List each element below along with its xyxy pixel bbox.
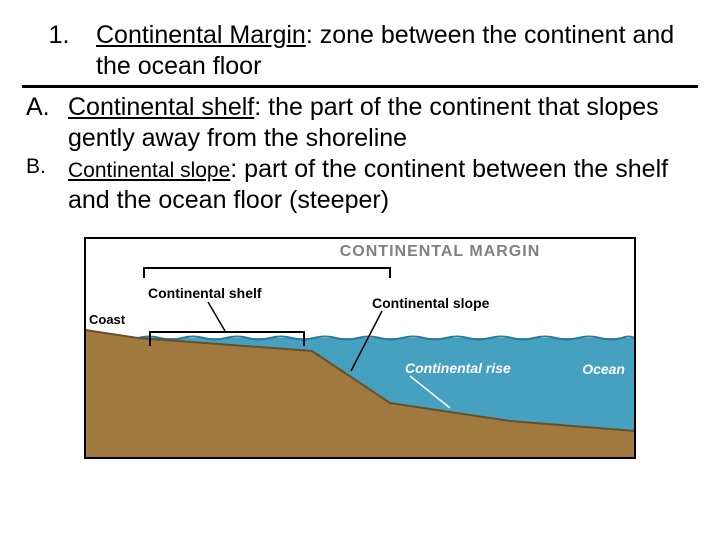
svg-text:Continental shelf: Continental shelf (148, 285, 262, 301)
item-b-body: Continental slope: part of the continent… (68, 154, 698, 217)
svg-text:CONTINENTAL MARGIN: CONTINENTAL MARGIN (340, 243, 541, 260)
diagram-svg: CONTINENTAL MARGIN Continental shelf Conti… (80, 233, 640, 463)
item-a-body: Continental shelf: the part of the conti… (68, 92, 698, 155)
item-1-number: 1. (22, 20, 96, 83)
svg-text:Continental rise: Continental rise (405, 360, 511, 376)
item-b-term: Continental slope (68, 159, 230, 182)
svg-text:Coast: Coast (89, 312, 126, 327)
item-b: B. Continental slope: part of the contin… (22, 154, 698, 217)
divider-line (22, 85, 698, 88)
item-a: A. Continental shelf: the part of the co… (22, 92, 698, 155)
svg-text:Continental slope: Continental slope (372, 295, 490, 311)
item-b-number: B. (22, 154, 68, 217)
item-1-body: Continental Margin: zone between the con… (96, 20, 698, 83)
definitions-block: 1. Continental Margin: zone between the … (22, 20, 698, 217)
item-1: 1. Continental Margin: zone between the … (22, 20, 698, 83)
svg-text:Ocean: Ocean (582, 361, 625, 377)
slide: 1. Continental Margin: zone between the … (0, 0, 720, 540)
continental-margin-diagram: CONTINENTAL MARGIN Continental shelf Conti… (80, 233, 640, 463)
item-a-number: A. (22, 92, 68, 155)
item-1-term: Continental Margin (96, 21, 306, 49)
item-a-term: Continental shelf (68, 93, 254, 121)
